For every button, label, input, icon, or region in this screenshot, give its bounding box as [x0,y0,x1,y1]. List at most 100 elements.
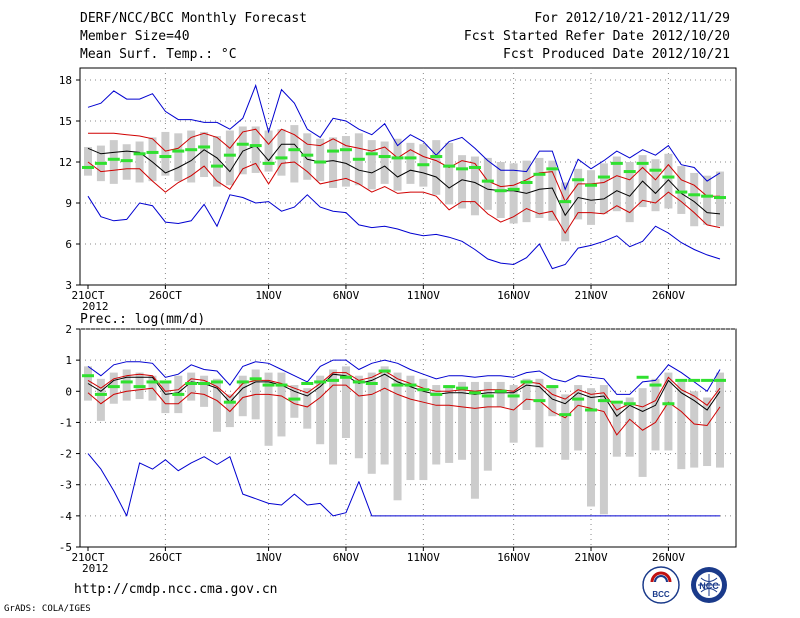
x-tick-label: 21OCT [71,551,104,564]
median-marker [585,408,598,412]
median-marker [688,378,701,382]
chart-panel-0: 3 6 9 12 15 18 21OCT 26OCT 1NOV 6NOV 11NOV 16NOV 21N… [59,67,737,313]
ensemble-box [483,157,492,210]
median-marker [391,383,404,387]
x-tick-label: 1NOV [255,289,282,302]
ensemble-box [574,168,583,220]
ensemble-box [264,130,273,172]
ensemble-box [290,385,299,418]
median-marker [210,164,223,168]
median-marker [468,165,481,169]
series-sd_lower-line [87,384,721,436]
median-marker [688,193,701,197]
ensemble-box [561,394,570,460]
ensemble-box [483,381,492,471]
y-tick-label: -1 [59,416,72,429]
y-tick-label: -2 [59,448,72,461]
website-url[interactable]: http://cmdp.ncc.cma.gov.cn [74,582,278,597]
median-marker [275,156,288,160]
median-marker [430,155,443,159]
median-marker [107,157,120,161]
ensemble-box [664,372,673,451]
ensemble-box [148,137,157,182]
ensemble-box [625,162,634,223]
ensemble-box [599,385,608,515]
bcc-logo: BCC [642,566,680,604]
median-marker [159,380,172,384]
ensemble-box [458,155,467,209]
ensemble-box [470,156,479,216]
ensemble-box [406,375,415,481]
series-max-line [87,359,721,395]
ensemble-box [161,381,170,414]
panel-title: Prec.: log(mm/d) [80,312,205,327]
ensemble-box [277,372,286,437]
ensemble-box [200,375,209,407]
median-marker [172,392,185,396]
median-marker [404,383,417,387]
ensemble-box [445,142,454,205]
ensemble-box [535,157,544,219]
median-marker [198,145,211,149]
y-tick-label: -3 [59,479,72,492]
x-tick-label: 21OCT [71,289,104,302]
ensemble-box [638,388,647,477]
ensemble-box [509,163,518,224]
median-marker [714,378,726,382]
ensemble-box [341,136,350,187]
ensemble-box [341,366,350,438]
median-marker [559,200,572,204]
median-marker [352,380,365,384]
median-marker [662,175,675,179]
y-tick-label: 15 [59,115,72,128]
ensemble-box [238,375,247,417]
header-start-date: Fcst Started Refer Date 2012/10/20 [463,29,730,44]
ensemble-box [677,166,686,214]
x-tick-label: 6NOV [333,551,360,564]
x-tick-label: 6NOV [333,289,360,302]
median-marker [662,402,675,406]
median-marker [314,160,327,164]
median-marker [236,142,249,146]
median-marker [610,400,623,404]
median-marker [288,148,301,152]
x-year-label: 2012 [82,300,109,313]
ensemble-box [548,160,557,221]
ensemble-box [599,163,608,214]
series-sd_lower-line [87,161,721,235]
median-marker [675,190,688,194]
median-marker [185,148,198,152]
x-tick-label: 26NOV [652,289,685,302]
median-marker [198,382,211,385]
median-marker [597,399,610,403]
x-year-label: 2012 [82,562,109,575]
median-marker [327,149,340,153]
ensemble-box [161,131,170,176]
median-marker [623,402,636,406]
ensemble-box [716,372,724,468]
ensemble-box [432,385,441,465]
median-marker [391,156,404,160]
ensemble-box [96,378,105,421]
x-tick-label: 16NOV [497,289,530,302]
ensemble-box [432,140,441,195]
median-marker [546,167,559,171]
median-marker [481,394,494,398]
median-marker [288,397,301,401]
median-marker [378,369,391,373]
ensemble-box [587,388,596,507]
median-marker [275,383,288,387]
median-marker [262,161,275,165]
median-marker [610,161,623,165]
ensemble-box [612,403,621,457]
median-marker [262,383,275,387]
ensemble-box [329,137,338,188]
median-marker [172,149,185,153]
ensemble-box [522,160,531,223]
median-marker [585,183,598,187]
ensemble-box [419,378,428,481]
bcc-logo-text: BCC [652,590,670,599]
series-sd_upper-line [87,370,721,411]
median-marker [133,152,146,156]
